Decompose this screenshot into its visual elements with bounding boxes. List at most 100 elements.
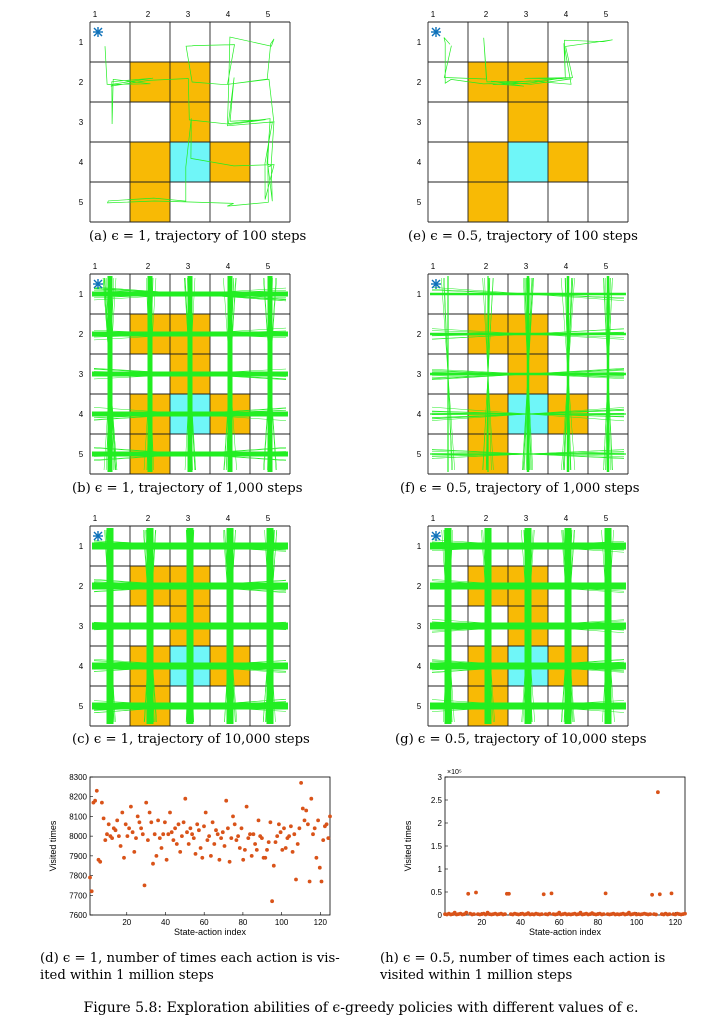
point-d-95 <box>249 854 254 858</box>
point-d-81 <box>226 826 230 831</box>
trajectory-jitter-v33 <box>263 277 277 471</box>
xtick-label-120: 120 <box>314 918 328 927</box>
xtick-label-80: 80 <box>593 918 602 927</box>
start-marker-icon <box>431 531 441 541</box>
row-label-2: 2 <box>79 330 84 339</box>
point-d-140 <box>326 836 331 840</box>
row-label-5: 5 <box>79 198 84 207</box>
point-d-16 <box>115 818 120 823</box>
point-d-59 <box>188 826 193 831</box>
point-d-34 <box>146 838 150 842</box>
trajectory-jitter-v36 <box>224 529 236 723</box>
col-label-5: 5 <box>266 10 271 19</box>
point-d-136 <box>319 879 324 884</box>
ytick-label-8100: 8100 <box>69 812 87 821</box>
point-d-139 <box>324 822 329 827</box>
row-label-1: 1 <box>79 290 84 299</box>
point-d-110 <box>275 834 280 838</box>
point-h-82 <box>601 912 606 916</box>
xtick-label-40: 40 <box>161 918 170 927</box>
col-label-2: 2 <box>146 514 151 523</box>
point-d-9 <box>103 838 108 842</box>
point-d-126 <box>302 818 307 823</box>
point-d-115 <box>283 846 288 850</box>
point-d-104 <box>265 848 269 852</box>
trajectory-jitter-v37 <box>143 277 157 471</box>
trajectory-path-e <box>443 37 613 87</box>
point-d-109 <box>273 840 278 844</box>
point-d-40 <box>156 818 160 823</box>
row-label-2: 2 <box>417 78 422 87</box>
ytick-label-8000: 8000 <box>69 832 87 841</box>
trajectory-jitter-h39 <box>431 542 625 550</box>
col-label-2: 2 <box>146 262 151 271</box>
point-d-99 <box>256 818 261 823</box>
row-label-3: 3 <box>417 118 422 127</box>
point-h-111 <box>657 892 662 897</box>
point-h-116 <box>667 912 672 916</box>
caption-d-line1: (d) ϵ = 1, number of times each action i… <box>40 951 340 966</box>
point-d-20 <box>122 855 126 860</box>
point-d-84 <box>231 814 235 819</box>
xtick-label-80: 80 <box>238 918 247 927</box>
point-h-16 <box>474 890 478 895</box>
point-d-55 <box>181 820 186 825</box>
col-label-4: 4 <box>564 514 569 523</box>
grid-panel-e: 1 2 3 4 5 1 2 3 4 5 <box>410 4 646 226</box>
scatter-svg-h: 0 0.5 1 1.5 2 2.5 3 20 40 60 80 100 120 State-action … <box>403 769 687 937</box>
point-d-18 <box>118 844 123 848</box>
point-d-53 <box>178 850 183 854</box>
point-d-22 <box>125 834 130 838</box>
point-d-133 <box>314 855 319 860</box>
point-h-54 <box>547 911 552 916</box>
target-cell <box>170 142 210 182</box>
point-d-49 <box>171 838 176 842</box>
point-d-108 <box>271 863 276 868</box>
forbidden-cell-3-3 <box>508 102 548 142</box>
point-h-124 <box>683 911 687 916</box>
point-d-17 <box>117 834 121 838</box>
col-label-1: 1 <box>93 10 98 19</box>
point-d-51 <box>174 842 179 846</box>
trajectory-jitter-v34 <box>606 277 610 471</box>
point-d-37 <box>151 861 155 866</box>
point-d-15 <box>113 828 118 833</box>
point-d-111 <box>277 822 281 827</box>
caption-g: (g) ϵ = 0.5, trajectory of 10,000 steps <box>395 732 647 747</box>
point-d-80 <box>224 798 229 803</box>
point-h-109 <box>654 912 658 917</box>
point-d-50 <box>173 826 178 831</box>
scatter-chart-h: 0 0.5 1 1.5 2 2.5 3 20 40 60 80 100 120 State-action … <box>395 765 695 945</box>
point-h-51 <box>541 892 546 897</box>
point-d-124 <box>299 781 303 785</box>
point-d-121 <box>294 877 298 882</box>
row-label-4: 4 <box>417 410 422 419</box>
point-d-127 <box>304 808 309 813</box>
point-d-79 <box>222 844 227 848</box>
gridworld-b: 1 2 3 4 5 1 2 3 4 5 <box>79 262 291 475</box>
xtick-label-20: 20 <box>477 918 486 927</box>
row-label-2: 2 <box>79 582 84 591</box>
col-label-2: 2 <box>484 514 489 523</box>
row-label-1: 1 <box>417 542 422 551</box>
trajectory-jitter-v26 <box>481 529 495 723</box>
point-d-11 <box>106 822 111 827</box>
trajectory-jitter-h35 <box>93 286 287 302</box>
point-d-10 <box>105 832 109 837</box>
caption-c: (c) ϵ = 1, trajectory of 10,000 steps <box>72 732 310 747</box>
start-marker-icon <box>431 279 441 289</box>
point-d-4 <box>94 788 99 793</box>
trajectory-jitter-v39 <box>184 277 196 471</box>
point-d-71 <box>209 854 213 858</box>
point-d-30 <box>139 826 143 831</box>
point-d-13 <box>110 836 114 840</box>
row-label-3: 3 <box>79 622 84 631</box>
point-d-21 <box>123 822 128 827</box>
col-label-1: 1 <box>93 262 98 271</box>
row-label-1: 1 <box>79 542 84 551</box>
xtick-label-60: 60 <box>555 918 564 927</box>
trajectory-jitter-v35 <box>102 277 118 471</box>
point-d-35 <box>147 810 152 815</box>
point-d-48 <box>169 830 174 835</box>
ylabel-h: Visited times <box>403 820 413 871</box>
